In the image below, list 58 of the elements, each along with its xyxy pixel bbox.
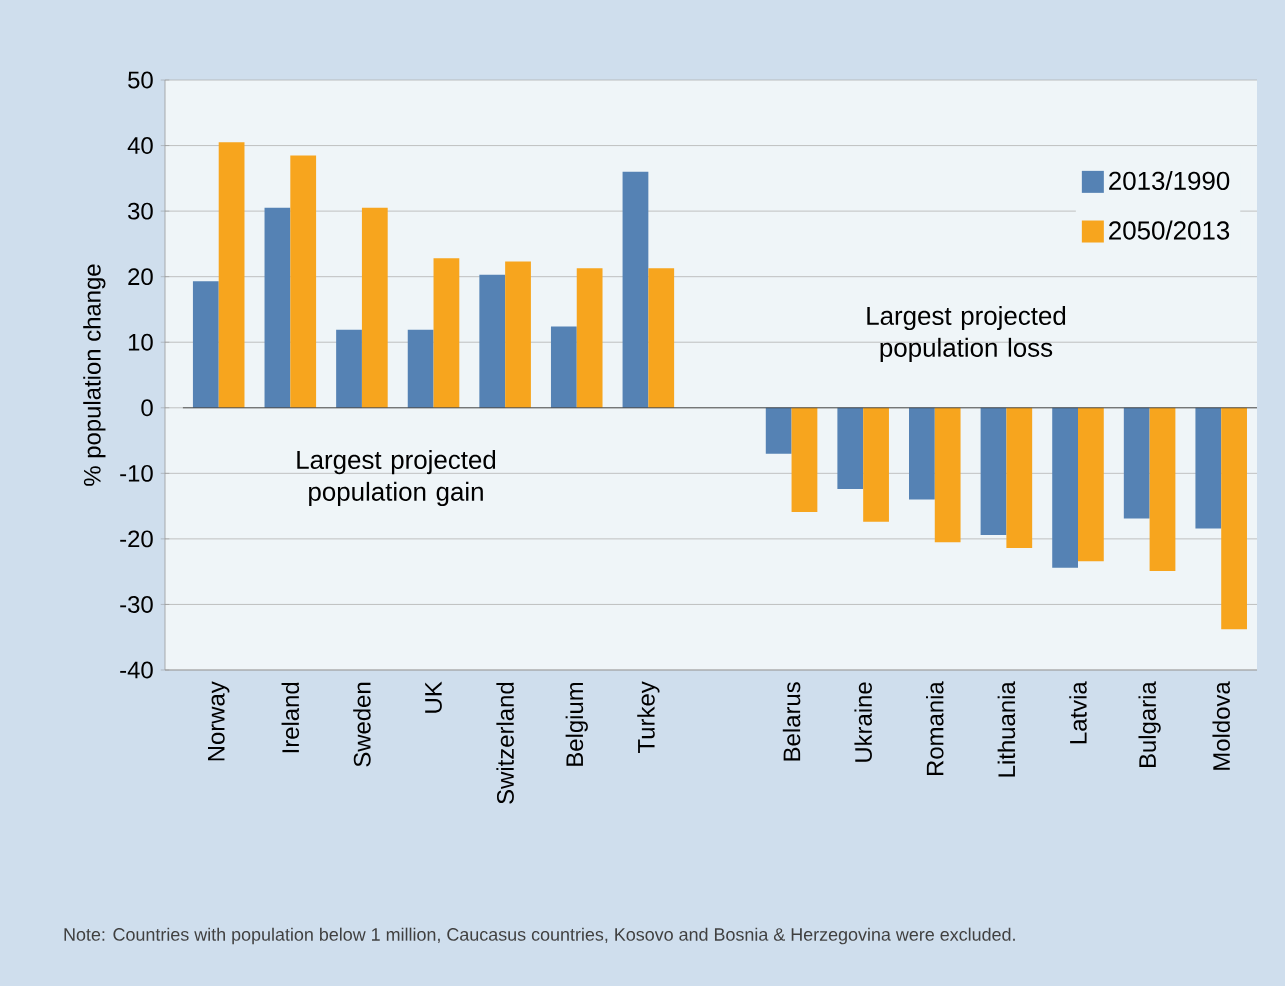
x-tick-label: Ireland (281, 682, 300, 753)
bar (290, 155, 317, 408)
bar (1195, 407, 1222, 529)
text: Note: Countries with population below 1 million, Caucasus countries, Kosovo and Bosnia & Herzegovina were excluded. (64, 927, 1015, 945)
bar (264, 207, 291, 408)
bar (648, 268, 675, 408)
bar (505, 261, 531, 408)
x-tick-label: Bulgaria (1138, 681, 1161, 768)
y-tick-label: -30 (120, 595, 153, 613)
y-tick-label: -20 (120, 530, 153, 548)
bar (863, 407, 889, 522)
bar (1149, 407, 1176, 572)
x-tick-label: Moldova (1212, 681, 1230, 770)
y-tick-label: 10 (128, 333, 153, 351)
x-tick-label: Latvia (1069, 681, 1087, 744)
x-tick-label: Turkey (637, 681, 660, 753)
y-tick-label: 40 (127, 137, 153, 155)
y-tick-label: 50 (128, 71, 153, 89)
bar (980, 407, 1007, 535)
x-tick-label: Switzerland (496, 682, 514, 804)
bar (479, 274, 506, 408)
bar (765, 407, 792, 454)
bar (336, 329, 362, 408)
y-tick-label: 0 (141, 399, 153, 417)
bar (550, 326, 577, 408)
x-tick-label: UK (425, 681, 442, 713)
y-tick-label: -10 (120, 464, 153, 482)
x-tick-label: Ukraine (854, 682, 872, 762)
x-tick-label: Belgium (565, 682, 588, 766)
bar (218, 142, 245, 408)
annotation: Largest projected population gain (297, 449, 496, 507)
bar (407, 329, 434, 408)
legend-label: 2013/1990 (1109, 170, 1230, 190)
x-tick-label: Sweden (353, 682, 371, 767)
x-tick-label: Lithuania (997, 681, 1016, 777)
y-axis-title: % population change (83, 264, 106, 486)
bar (1221, 407, 1247, 630)
bar (791, 407, 818, 513)
x-tick-label: Belarus (782, 682, 801, 761)
bar (361, 207, 388, 408)
bar (934, 407, 961, 543)
y-tick-label: -40 (120, 661, 153, 679)
bar (909, 407, 935, 500)
bar (433, 258, 460, 408)
bar (1077, 407, 1104, 562)
bar (622, 171, 649, 408)
bar (1123, 407, 1150, 519)
legend-label: 2050/2013 (1109, 220, 1230, 240)
bar (1052, 407, 1078, 568)
annotation: Largest projected population loss (867, 305, 1066, 362)
y-tick-label: 20 (128, 268, 153, 286)
bar (192, 281, 219, 408)
bar (1006, 407, 1033, 549)
bar (576, 268, 603, 408)
y-tick-label: 30 (128, 202, 153, 220)
x-tick-label: Norway (208, 681, 230, 761)
x-tick-label: Romania (926, 681, 944, 776)
bar (837, 407, 864, 490)
